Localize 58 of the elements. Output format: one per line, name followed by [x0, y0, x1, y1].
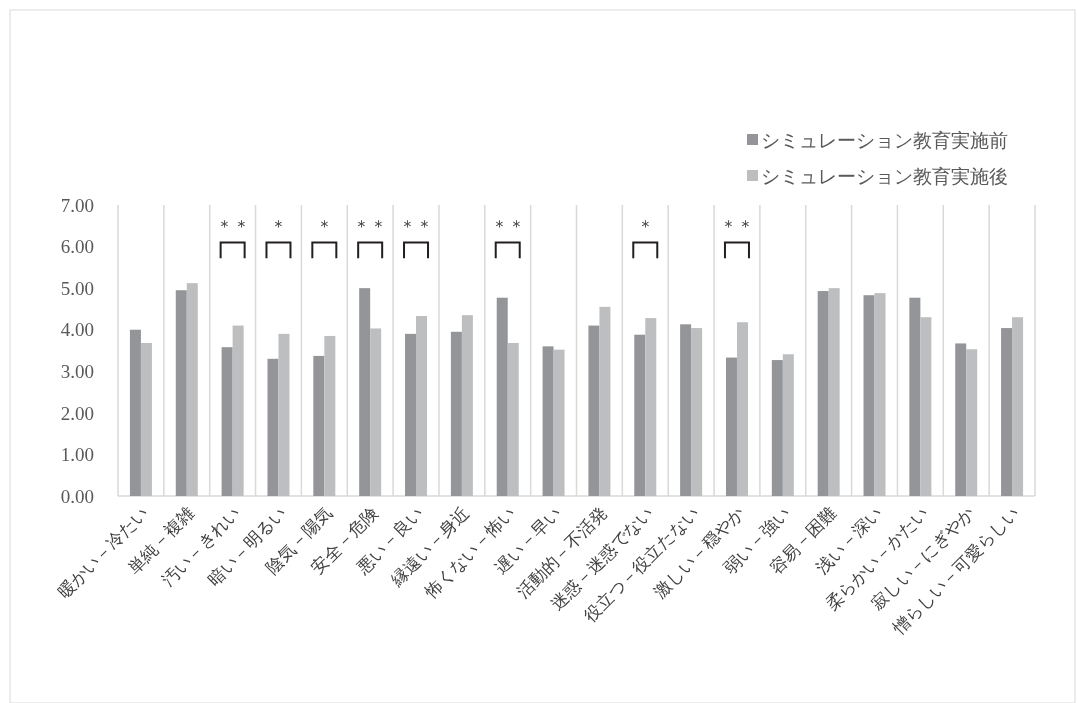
bar	[140, 343, 152, 496]
bar	[232, 325, 244, 496]
y-tick-label: 2.00	[60, 402, 94, 424]
bar	[267, 358, 279, 496]
bar	[175, 290, 187, 496]
annotation: ＊＊	[399, 216, 434, 236]
bar	[370, 328, 382, 496]
bar	[955, 343, 967, 496]
bar	[278, 333, 290, 496]
y-tick-label: 5.00	[60, 277, 94, 299]
annotation: ＊＊	[490, 216, 525, 236]
annotation: ＊	[636, 216, 654, 236]
bar	[645, 318, 657, 496]
bar	[909, 297, 921, 496]
bar	[186, 283, 198, 496]
bar	[324, 335, 336, 496]
bar	[782, 354, 794, 496]
bar	[634, 334, 646, 496]
annotation: ＊	[269, 216, 287, 236]
bar	[920, 317, 932, 496]
y-tick-label: 3.00	[60, 360, 94, 382]
annotation: ＊	[315, 216, 333, 236]
bar	[691, 328, 703, 496]
bar	[461, 315, 473, 496]
y-tick-label: 0.00	[60, 485, 94, 507]
bar	[725, 357, 737, 496]
bar	[736, 322, 748, 496]
bar	[1012, 317, 1024, 496]
bar	[542, 346, 554, 496]
y-tick-label: 6.00	[60, 236, 94, 258]
bar	[817, 291, 829, 496]
bar	[221, 347, 233, 496]
legend-label: シミュレーション教育実施前	[761, 129, 1008, 151]
bar	[416, 316, 428, 496]
bar	[313, 355, 325, 496]
annotation: ＊＊	[719, 216, 754, 236]
bar	[405, 333, 417, 496]
y-tick-label: 4.00	[60, 319, 94, 341]
y-tick-label: 1.00	[60, 444, 94, 466]
bar	[129, 329, 141, 496]
bar	[553, 349, 565, 496]
bar	[496, 297, 508, 496]
bar	[450, 331, 462, 496]
bar	[599, 306, 611, 496]
legend-label: シミュレーション教育実施後	[761, 165, 1008, 187]
bar	[680, 324, 692, 496]
y-tick-label: 7.00	[60, 194, 94, 216]
bar	[507, 343, 519, 496]
bar	[874, 293, 886, 496]
bar	[359, 288, 371, 496]
bar	[966, 349, 978, 496]
bar	[1001, 328, 1013, 496]
bar	[863, 295, 875, 496]
annotation: ＊＊	[215, 216, 250, 236]
bar	[771, 360, 783, 496]
annotation: ＊＊	[353, 216, 388, 236]
bar	[588, 325, 600, 496]
bar	[828, 288, 840, 496]
